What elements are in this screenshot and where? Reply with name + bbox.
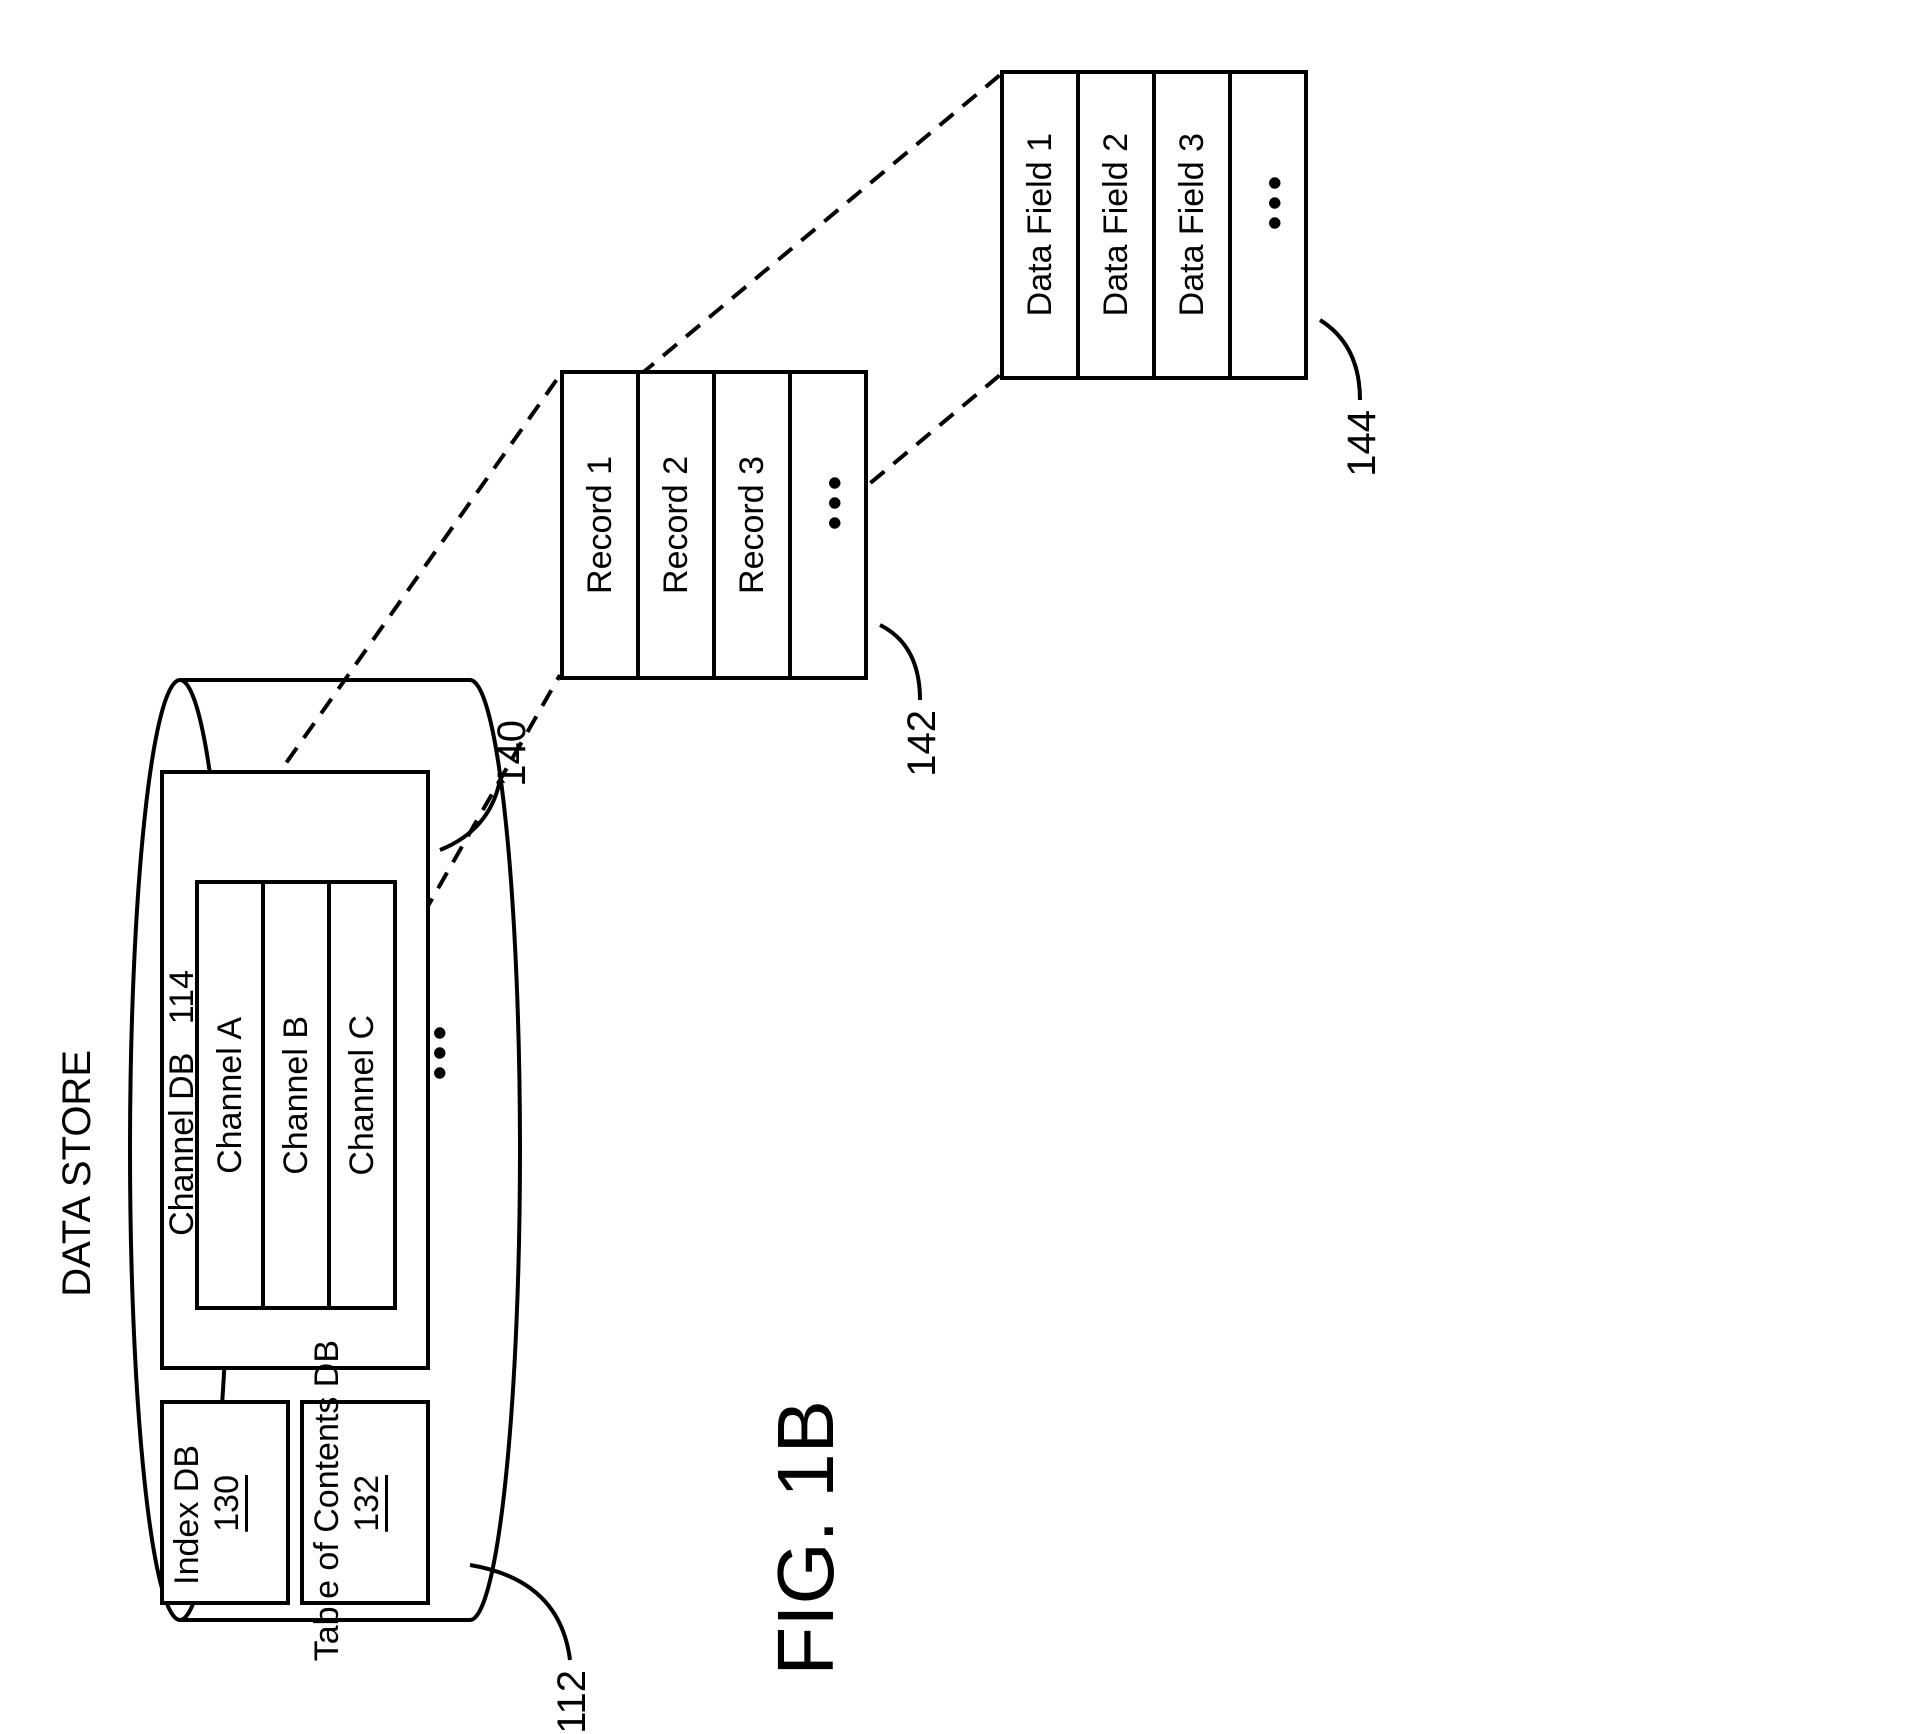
ref-112: 112 — [550, 1670, 595, 1734]
channel-item-label: Channel A — [211, 1017, 250, 1174]
field-item-label: Data Field 1 — [1021, 133, 1060, 316]
records-ellipsis: ••• — [813, 470, 858, 530]
record-item-label: Record 2 — [657, 456, 696, 594]
record-item-label: Record 3 — [733, 456, 772, 594]
field-item: Data Field 2 — [1076, 70, 1156, 380]
diagram-canvas: DATA STORE Channel DB 114 Channel AChann… — [0, 0, 1919, 1732]
figure-caption: FIG. 1B — [760, 1400, 852, 1676]
toc-db-label: Table of Contents DB — [308, 1340, 347, 1661]
channel-item: Channel A — [195, 880, 265, 1310]
fields-ellipsis: ••• — [1253, 170, 1298, 230]
ref-142: 142 — [900, 710, 945, 777]
channel-item-label: Channel B — [277, 1016, 316, 1175]
ref-140: 140 — [490, 720, 535, 787]
channel-ellipsis: ••• — [418, 1020, 463, 1080]
field-item: Data Field 3 — [1152, 70, 1232, 380]
channel-item: Channel C — [327, 880, 397, 1310]
index-db-ref: 130 — [208, 1475, 247, 1532]
field-item-label: Data Field 3 — [1173, 133, 1212, 316]
data-store-title: DATA STORE — [55, 1050, 100, 1297]
record-item: Record 2 — [636, 370, 716, 680]
record-item-label: Record 1 — [581, 456, 620, 594]
index-db-label: Index DB — [168, 1445, 207, 1585]
toc-db-ref: 132 — [348, 1475, 387, 1532]
channel-item-label: Channel C — [343, 1015, 382, 1176]
channel-item: Channel B — [261, 880, 331, 1310]
field-item-label: Data Field 2 — [1097, 133, 1136, 316]
record-item: Record 1 — [560, 370, 640, 680]
ref-144: 144 — [1340, 410, 1385, 477]
field-item: Data Field 1 — [1000, 70, 1080, 380]
index-db-text: Index DB — [168, 1445, 206, 1585]
record-item: Record 3 — [712, 370, 792, 680]
